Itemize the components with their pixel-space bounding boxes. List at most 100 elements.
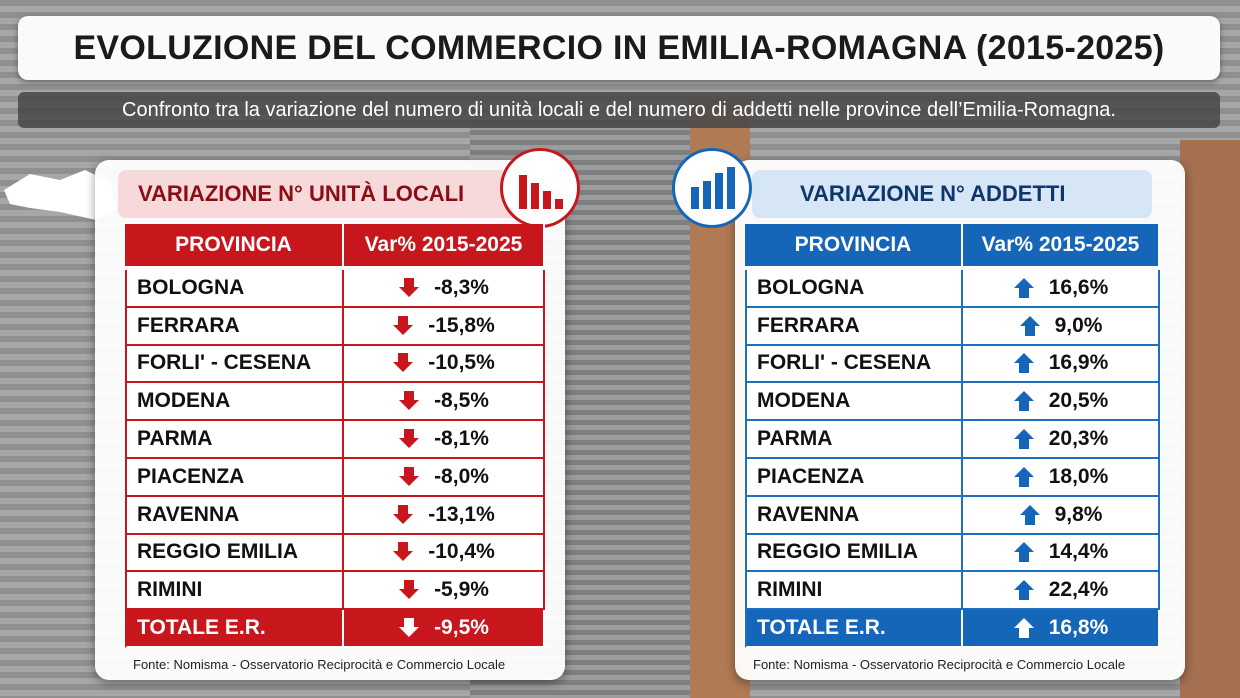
province-name: MODENA: [137, 389, 231, 413]
total-cell: TOTALE E.R.: [745, 610, 963, 648]
trend-arrow: [1013, 427, 1035, 451]
variation-value: 16,8%: [1048, 616, 1109, 640]
table-cell: -8,3%: [344, 270, 545, 308]
table-cell: FERRARA: [745, 307, 963, 346]
trend-arrow: [1019, 503, 1041, 527]
table-cell: 9,8%: [963, 496, 1160, 535]
chart-icon: [519, 175, 563, 209]
trend-arrow: [392, 351, 414, 375]
arrow-icon: [1013, 466, 1034, 487]
variation-value: -10,4%: [428, 540, 495, 564]
province-name: TOTALE E.R.: [137, 616, 266, 640]
arrow-icon: [393, 315, 414, 335]
province-name: RIMINI: [137, 578, 203, 602]
column-header: PROVINCIA: [125, 224, 344, 268]
table-cell: RAVENNA: [745, 496, 963, 535]
column-header: Var% 2015-2025: [344, 224, 545, 268]
table-cell: RIMINI: [745, 572, 963, 611]
trend-arrow: [1013, 389, 1035, 413]
total-cell: TOTALE E.R.: [125, 610, 344, 648]
variation-value: 18,0%: [1048, 464, 1109, 488]
province-name: PARMA: [757, 427, 833, 451]
arrow-icon: [399, 580, 420, 600]
table-cell: -8,1%: [344, 421, 545, 459]
trend-arrow: [1013, 616, 1035, 640]
variation-value: -5,9%: [434, 578, 489, 602]
province-name: MODENA: [757, 389, 851, 413]
table-cell: 16,9%: [963, 345, 1160, 384]
trend-arrow: [1019, 314, 1041, 338]
province-name: FORLI' - CESENA: [137, 351, 312, 375]
trend-arrow: [398, 465, 420, 489]
province-name: RIMINI: [757, 578, 823, 602]
source-note: Fonte: Nomisma - Osservatorio Reciprocit…: [133, 656, 506, 672]
panel-title: VARIAZIONE N° UNITÀ LOCALI: [118, 170, 520, 218]
table-cell: FERRARA: [125, 307, 344, 346]
table-cell: FORLI' - CESENA: [125, 345, 344, 384]
variation-value: 22,4%: [1048, 578, 1109, 602]
province-name: FERRARA: [757, 313, 860, 337]
variation-value: 20,5%: [1048, 389, 1109, 413]
table-cell: -8,0%: [344, 459, 545, 497]
arrow-icon: [399, 618, 420, 638]
trend-arrow: [1013, 465, 1035, 489]
column-header: Var% 2015-2025: [963, 224, 1160, 268]
arrow-icon: [393, 353, 414, 373]
province-name: REGGIO EMILIA: [137, 540, 299, 564]
trend-arrow: [1013, 351, 1035, 375]
arrow-icon: [393, 542, 414, 562]
total-cell: 16,8%: [963, 610, 1160, 648]
arrow-icon: [1013, 618, 1034, 639]
variation-value: -8,3%: [434, 275, 489, 299]
variation-value: 16,6%: [1048, 275, 1109, 299]
province-name: REGGIO EMILIA: [757, 540, 919, 564]
arrow-icon: [399, 277, 420, 297]
province-name: PIACENZA: [757, 464, 865, 488]
arrow-icon: [1013, 542, 1034, 563]
trend-arrow: [398, 389, 420, 413]
table-cell: 16,6%: [963, 270, 1160, 308]
arrow-icon: [1013, 391, 1034, 412]
table-cell: MODENA: [745, 383, 963, 422]
trend-arrow: [398, 616, 420, 640]
variation-value: 14,4%: [1048, 540, 1109, 564]
table-cell: 20,3%: [963, 421, 1160, 459]
background-wall: [1180, 140, 1240, 698]
trend-arrow: [392, 540, 414, 564]
subtitle: Confronto tra la variazione del numero d…: [18, 92, 1220, 128]
arrow-icon: [1019, 504, 1040, 525]
table-cell: RIMINI: [125, 572, 344, 611]
arrow-icon: [1019, 315, 1040, 336]
variation-value: 9,8%: [1054, 502, 1103, 526]
trend-arrow: [398, 578, 420, 602]
table-cell: 20,5%: [963, 383, 1160, 422]
arrow-icon: [1013, 580, 1034, 601]
variation-value: -10,5%: [428, 351, 495, 375]
table-cell: REGGIO EMILIA: [745, 534, 963, 573]
table-cell: 22,4%: [963, 572, 1160, 611]
trend-arrow: [392, 503, 414, 527]
arrow-icon: [399, 391, 420, 411]
table-cell: 14,4%: [963, 534, 1160, 573]
title: EVOLUZIONE DEL COMMERCIO IN EMILIA-ROMAG…: [18, 16, 1220, 80]
table-cell: MODENA: [125, 383, 344, 422]
panel-icon: [500, 148, 580, 228]
province-name: RAVENNA: [757, 502, 860, 526]
table-cell: REGGIO EMILIA: [125, 534, 344, 573]
region-map: [4, 170, 116, 220]
panel-title: VARIAZIONE N° ADDETTI: [752, 170, 1152, 218]
variation-value: 9,0%: [1054, 313, 1103, 337]
trend-arrow: [1013, 578, 1035, 602]
variation-value: -9,5%: [434, 616, 489, 640]
variation-value: -13,1%: [428, 502, 495, 526]
source-note: Fonte: Nomisma - Osservatorio Reciprocit…: [753, 656, 1126, 672]
trend-arrow: [1013, 276, 1035, 300]
table-cell: 18,0%: [963, 459, 1160, 497]
total-cell: -9,5%: [344, 610, 545, 648]
trend-arrow: [1013, 540, 1035, 564]
table-cell: -10,4%: [344, 534, 545, 573]
table-cell: PIACENZA: [125, 459, 344, 497]
table-cell: BOLOGNA: [745, 270, 963, 308]
province-name: PIACENZA: [137, 464, 245, 488]
